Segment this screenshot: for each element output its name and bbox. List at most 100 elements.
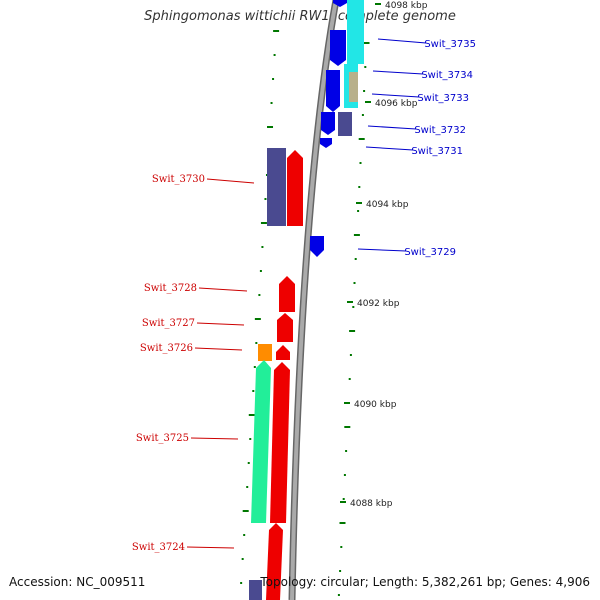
- gene-swit-3725-green[interactable]: [251, 360, 271, 523]
- gene-label[interactable]: Swit_3730: [152, 174, 205, 185]
- tick-dot: [246, 486, 249, 488]
- scale-label: 4098 kbp: [385, 1, 428, 11]
- tick-dot: [242, 510, 249, 512]
- gene-label[interactable]: Swit_3731: [411, 146, 463, 157]
- scale-label: 4096 kbp: [375, 99, 418, 109]
- tick-dot: [353, 282, 356, 284]
- label-leader: [206, 178, 255, 184]
- tick-dot: [359, 162, 362, 164]
- tick-dot: [259, 270, 262, 272]
- tick-dot: [260, 222, 267, 224]
- tick-dot: [358, 138, 365, 140]
- label-leader: [377, 38, 427, 44]
- tick-dot: [267, 126, 274, 128]
- tick-dot: [255, 342, 258, 344]
- tick-dot: [349, 330, 356, 332]
- tick-dot: [357, 210, 360, 212]
- gene-label[interactable]: Swit_3732: [414, 125, 466, 136]
- tick-dot: [342, 498, 345, 500]
- label-leader: [190, 437, 239, 440]
- gene-swit-3724[interactable]: [266, 523, 283, 600]
- label-leader: [357, 248, 407, 252]
- gene-bottom-navy[interactable]: [249, 580, 262, 600]
- tick-dot: [353, 234, 360, 236]
- gene-swit-3730-navy[interactable]: [267, 148, 286, 226]
- scale-label: 4094 kbp: [366, 200, 409, 210]
- gene-labels: Swit_3735 Swit_3734 Swit_3733 Swit_3732 Swit…: [132, 38, 476, 553]
- tick-dot: [339, 522, 346, 524]
- tick-dot: [252, 390, 255, 392]
- tick-dot: [247, 462, 250, 464]
- tick-dot: [363, 42, 370, 44]
- gene-label[interactable]: Swit_3726: [140, 343, 193, 354]
- gene-label[interactable]: Swit_3734: [421, 70, 473, 81]
- tick-dot: [258, 294, 261, 296]
- gene-swit-3733[interactable]: [326, 70, 340, 112]
- scale-label: 4088 kbp: [350, 499, 393, 509]
- topology-label: Topology: circular; Length: 5,382,261 bp…: [260, 575, 590, 589]
- scale-label: 4090 kbp: [354, 400, 397, 410]
- tick-dot: [261, 246, 264, 248]
- gene-swit-3727[interactable]: [277, 313, 293, 342]
- label-leader: [196, 322, 245, 326]
- tick-dot: [265, 174, 268, 176]
- gene-swit-3725[interactable]: [270, 362, 290, 523]
- tick-dot: [358, 186, 361, 188]
- tick-dot: [352, 306, 355, 308]
- tick-dot: [243, 534, 246, 536]
- label-leader: [186, 546, 235, 549]
- gene-label[interactable]: Swit_3724: [132, 542, 185, 553]
- tick-dot: [273, 30, 280, 32]
- tick-dot: [272, 78, 275, 80]
- gene-swit-3728[interactable]: [279, 276, 295, 312]
- accession-label: Accession: NC_009511: [9, 575, 146, 589]
- gene-swit-3735-cyan[interactable]: [347, 0, 364, 64]
- label-leader: [198, 287, 248, 292]
- gene-label[interactable]: Swit_3729: [404, 247, 456, 258]
- gene-swit-3732[interactable]: [321, 112, 335, 135]
- gene-swit-3735[interactable]: [333, 0, 347, 7]
- scale-tick: [375, 3, 381, 5]
- tick-dot: [339, 570, 342, 572]
- tick-dot: [363, 90, 366, 92]
- genome-title: Sphingomonas wittichii RW1, complete gen…: [144, 9, 456, 24]
- tick-dot: [249, 438, 252, 440]
- gene-label[interactable]: Swit_3728: [144, 283, 197, 294]
- gene-swit-3732-navy[interactable]: [338, 112, 352, 136]
- tick-dot: [340, 546, 343, 548]
- tick-dot: [345, 450, 348, 452]
- gene-swit-3733-khaki[interactable]: [349, 72, 358, 102]
- tick-dot: [344, 426, 351, 428]
- label-leader: [371, 93, 420, 98]
- gene-label[interactable]: Swit_3735: [424, 39, 476, 50]
- tick-dot: [337, 594, 340, 596]
- tick-dot: [270, 102, 273, 104]
- gene-swit-3726-orange[interactable]: [258, 344, 272, 361]
- gene-label[interactable]: Swit_3733: [417, 93, 469, 104]
- scale-tick: [347, 301, 353, 303]
- label-leader: [194, 347, 243, 351]
- tick-dot: [240, 582, 243, 584]
- tick-dot: [273, 54, 276, 56]
- gene-swit-3729[interactable]: [310, 236, 324, 257]
- scale-tick: [356, 202, 362, 204]
- gene-label[interactable]: Swit_3725: [136, 433, 189, 444]
- tick-dot: [248, 414, 255, 416]
- gene-swit-3726[interactable]: [276, 345, 290, 360]
- gene-swit-3730[interactable]: [287, 150, 303, 226]
- tick-dot: [354, 258, 357, 260]
- scale-label: 4092 kbp: [357, 299, 400, 309]
- tick-dot: [264, 198, 267, 200]
- tick-dot: [364, 66, 367, 68]
- gene-label[interactable]: Swit_3727: [142, 318, 195, 329]
- gene-swit-3731[interactable]: [320, 138, 332, 148]
- gene-swit-3734[interactable]: [330, 30, 346, 66]
- tick-dot: [343, 474, 346, 476]
- tick-dot: [361, 114, 364, 116]
- scale-tick: [344, 402, 350, 404]
- tick-dot: [241, 558, 244, 560]
- tick-dot: [349, 354, 352, 356]
- tick-dot: [253, 366, 256, 368]
- scale-tick: [340, 501, 346, 503]
